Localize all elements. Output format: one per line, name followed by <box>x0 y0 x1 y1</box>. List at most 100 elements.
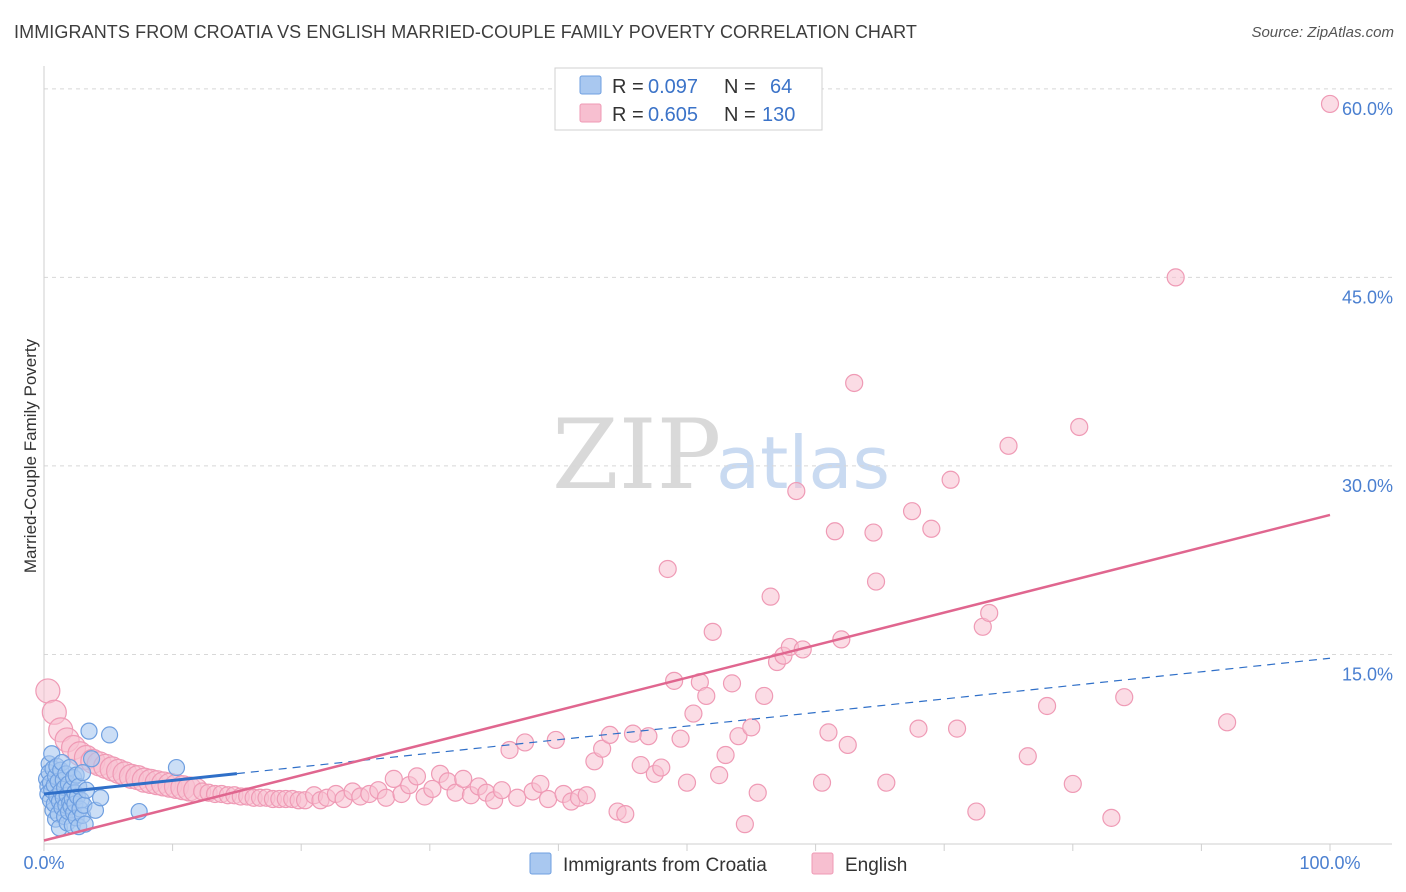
english-point <box>546 730 565 750</box>
english-point <box>658 559 677 579</box>
english-point <box>710 766 729 785</box>
legend-r-label-1: R = <box>612 76 644 98</box>
legend-r-value-1: 0.097 <box>648 76 698 98</box>
english-point <box>845 373 864 393</box>
english-point <box>531 774 550 794</box>
english-point <box>941 470 960 489</box>
english-point <box>755 686 774 706</box>
english-point <box>1115 688 1134 707</box>
english-point <box>639 727 658 746</box>
english-point <box>722 674 742 693</box>
y-tick-label: 15.0% <box>1342 664 1393 684</box>
y-tick-label: 30.0% <box>1342 476 1393 496</box>
bottom-legend: Immigrants from Croatia English <box>529 852 907 876</box>
english-point <box>1320 94 1340 114</box>
croatia-point <box>91 789 110 807</box>
english-point <box>980 603 999 623</box>
grid-lines <box>44 88 1392 655</box>
croatia-point <box>80 722 98 740</box>
y-tick-label: 60.0% <box>1342 99 1393 119</box>
legend-n-label-1: N = <box>724 76 756 98</box>
english-point <box>703 622 722 641</box>
english-point <box>671 729 690 748</box>
bottom-legend-label-croatia: Immigrants from Croatia <box>563 855 767 876</box>
x-tick-label: 100.0% <box>1299 853 1360 873</box>
english-point <box>577 786 596 805</box>
legend-n-value-1: 64 <box>770 76 792 98</box>
bottom-legend-swatch-croatia <box>529 852 552 875</box>
english-point <box>35 678 61 704</box>
legend-swatch-croatia <box>579 75 602 95</box>
legend-r-value-2: 0.605 <box>648 104 698 126</box>
croatia-trend-solid <box>43 772 238 796</box>
english-point <box>593 739 612 758</box>
english-point <box>1102 808 1121 827</box>
english-point <box>631 755 650 775</box>
english-points <box>35 94 1340 834</box>
watermark: ZIP atlas <box>552 399 890 511</box>
english-point <box>838 735 857 755</box>
english-trend-line <box>43 513 1331 842</box>
english-point <box>947 719 967 738</box>
legend-n-label-2: N = <box>724 104 756 126</box>
english-point <box>729 727 748 746</box>
axes: 15.0% 30.0% 45.0% 60.0% 0.0% 100.0% <box>23 66 1393 873</box>
english-point <box>623 724 643 743</box>
english-point <box>1166 268 1185 287</box>
english-point <box>539 789 558 809</box>
chart-title: IMMIGRANTS FROM CROATIA VS ENGLISH MARRI… <box>14 22 918 42</box>
croatia-trend-dashed <box>236 657 1331 775</box>
english-point <box>454 769 473 788</box>
bottom-legend-label-english: English <box>845 855 907 876</box>
english-point <box>742 718 761 737</box>
english-point <box>902 502 922 521</box>
english-point <box>1063 774 1082 794</box>
english-point <box>652 758 671 777</box>
english-point <box>825 522 844 541</box>
english-point <box>877 773 896 792</box>
english-point <box>922 519 941 538</box>
english-point <box>384 769 403 788</box>
legend-n-value-2: 130 <box>762 104 795 126</box>
bottom-legend-swatch-english <box>811 852 834 875</box>
english-point <box>508 788 527 807</box>
english-point <box>735 815 754 834</box>
english-point <box>999 436 1018 455</box>
english-point <box>864 523 883 542</box>
english-point <box>677 773 697 792</box>
english-point <box>684 704 703 723</box>
x-tick-label: 0.0% <box>23 853 64 873</box>
english-point <box>967 802 986 821</box>
croatia-point <box>82 750 101 768</box>
english-point <box>909 719 928 738</box>
english-point <box>407 767 427 786</box>
y-axis-label: Married-Couple Family Poverty <box>21 338 40 573</box>
english-point <box>492 781 511 800</box>
english-point <box>1218 713 1237 732</box>
english-point <box>761 587 780 606</box>
english-point <box>716 745 735 765</box>
croatia-point <box>100 726 119 744</box>
english-point <box>787 481 806 501</box>
croatia-point <box>73 764 92 782</box>
chart-source: Source: ZipAtlas.com <box>1251 24 1394 41</box>
english-point <box>616 804 635 824</box>
english-point <box>376 788 396 807</box>
english-point <box>1037 696 1057 716</box>
legend-box: R = 0.097 N = 64 R = 0.605 N = 130 <box>554 67 823 131</box>
y-tick-label: 45.0% <box>1342 287 1393 307</box>
legend-r-label-2: R = <box>612 104 644 126</box>
english-point <box>866 572 886 591</box>
trend-lines <box>43 513 1331 842</box>
english-point <box>423 779 442 799</box>
croatia-point <box>167 758 186 777</box>
english-point <box>697 686 716 706</box>
english-point <box>748 783 767 802</box>
watermark-zip: ZIP <box>552 399 721 511</box>
legend-swatch-english <box>579 103 602 123</box>
english-point <box>1018 747 1037 766</box>
english-point <box>812 773 832 792</box>
english-point <box>1070 417 1089 437</box>
english-point <box>819 723 838 742</box>
